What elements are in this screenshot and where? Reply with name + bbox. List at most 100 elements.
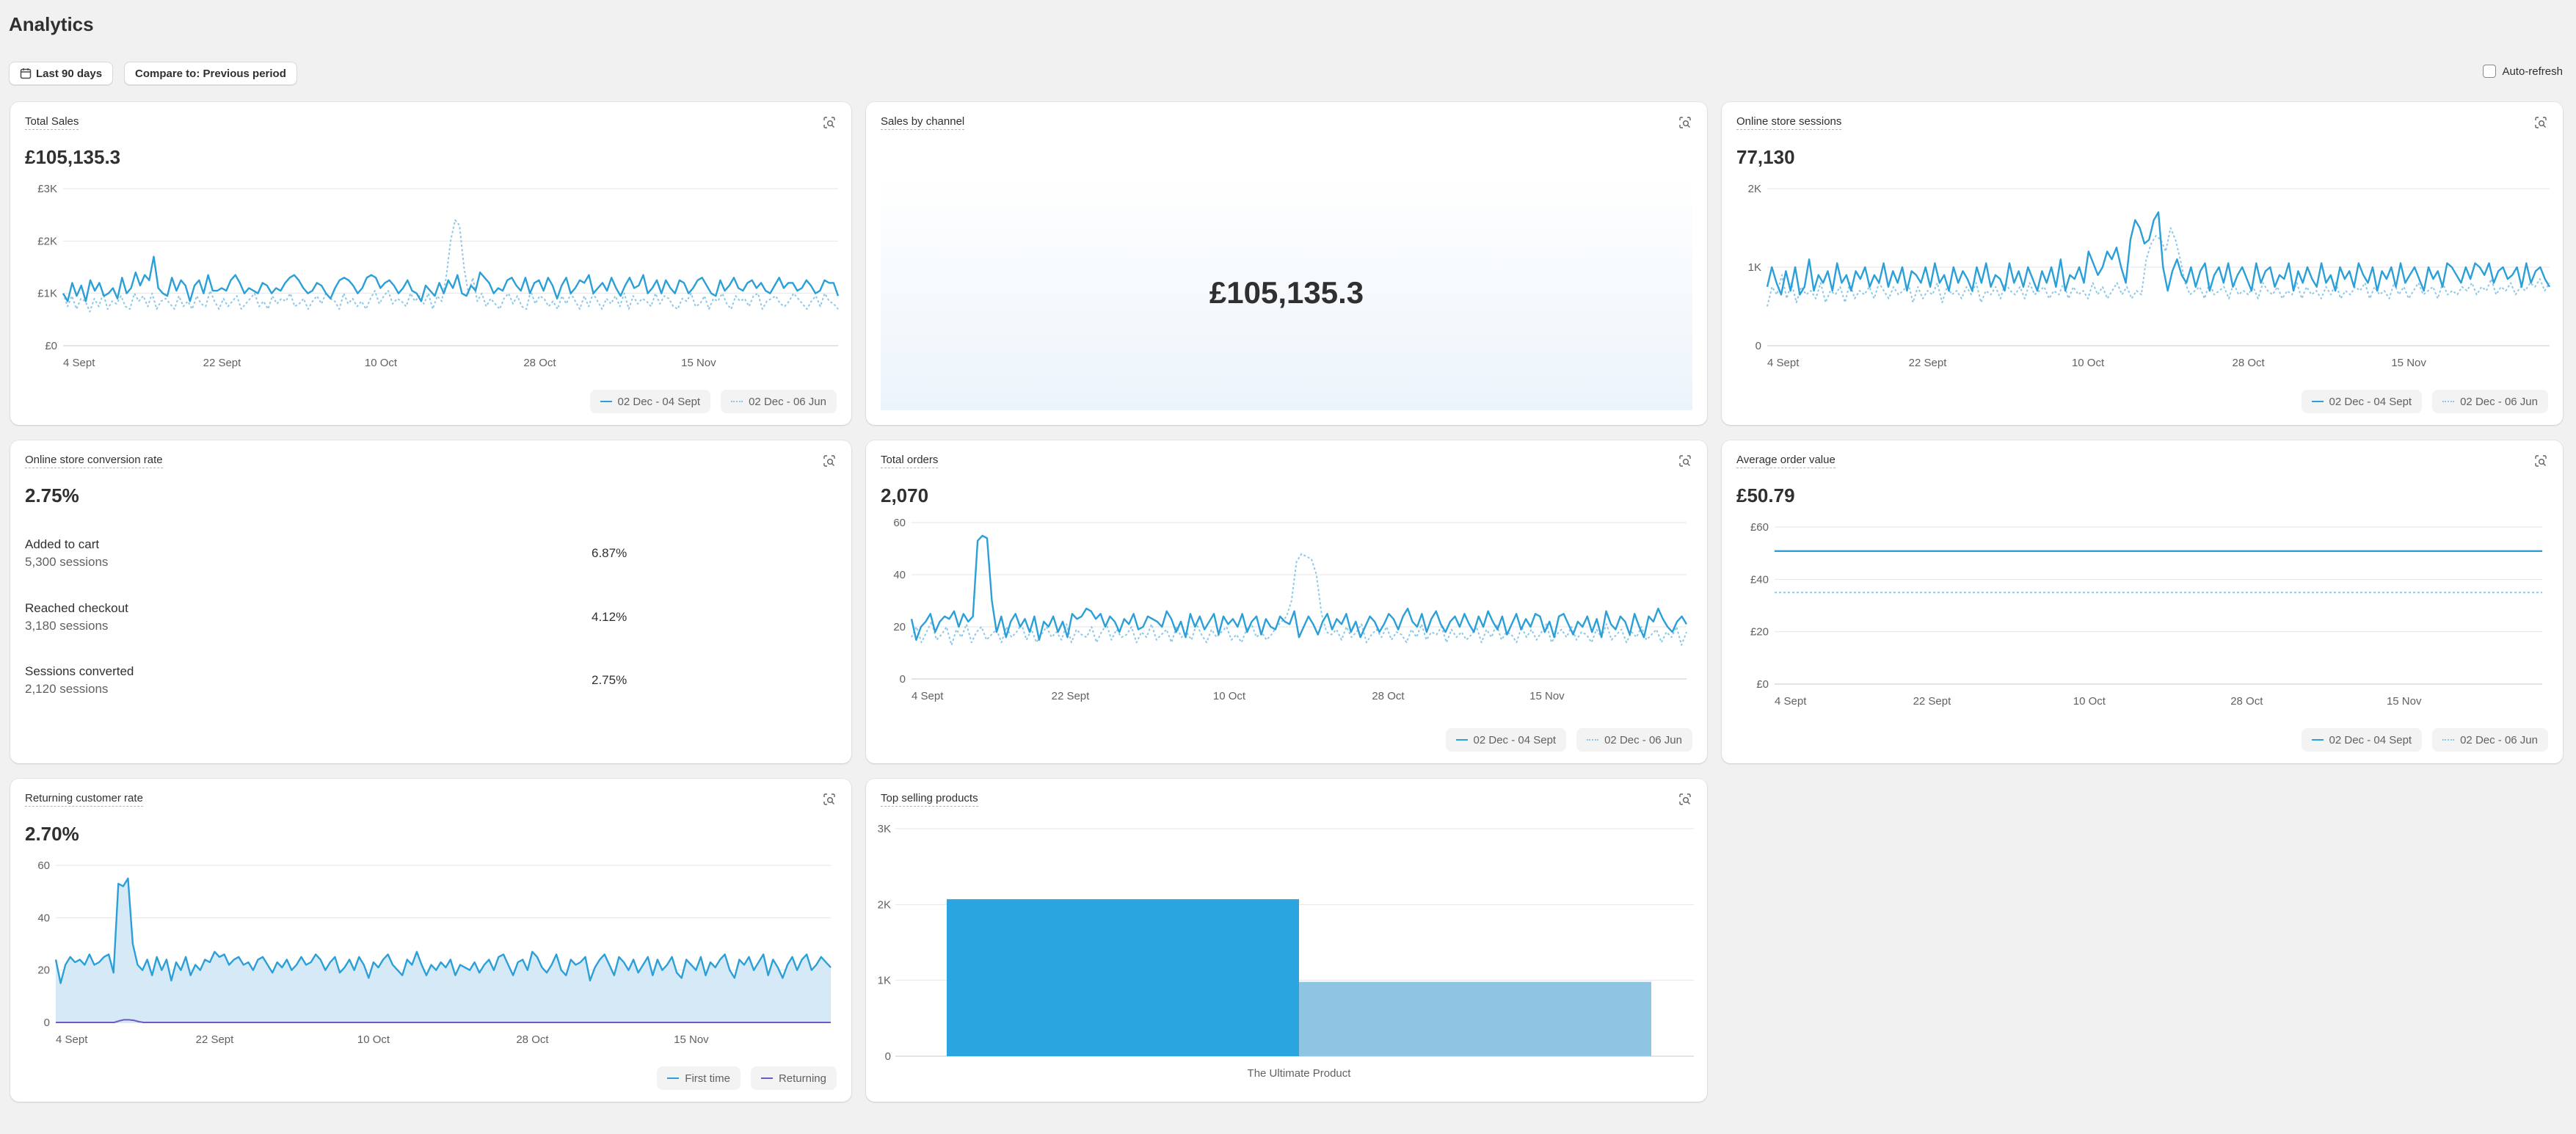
series-line-current — [910, 534, 1688, 641]
conversion-value: 2.75% — [25, 484, 79, 506]
x-tick-label: 10 Oct — [2073, 695, 2106, 708]
card-title[interactable]: Total orders — [881, 454, 939, 468]
zoom-search-icon[interactable] — [2533, 115, 2548, 130]
y-tick-label: £0 — [45, 340, 57, 352]
sessions-value: 77,130 — [1736, 146, 1795, 168]
chart-legend: First time Returning — [657, 1066, 837, 1090]
bar — [1299, 981, 1651, 1056]
series-line-previous — [1767, 227, 2550, 307]
y-tick-label: £20 — [1750, 626, 1769, 639]
auto-refresh-label: Auto-refresh — [2502, 65, 2563, 78]
funnel-label: Sessions converted — [25, 664, 134, 678]
legend-previous[interactable]: 02 Dec - 06 Jun — [2432, 728, 2548, 752]
x-tick-label: 22 Sept — [196, 1033, 235, 1046]
bar — [947, 899, 1299, 1056]
sales-by-channel-panel: £105,135.3 — [881, 175, 1692, 410]
legend-current-label: 02 Dec - 04 Sept — [2329, 733, 2412, 746]
y-tick-label: £60 — [1750, 521, 1769, 534]
sessions-card: Online store sessions 77,130 0 1K 2K 4 Sept… — [1722, 102, 2563, 425]
chart-legend: 02 Dec - 04 Sept 02 Dec - 06 Jun — [1445, 728, 1692, 752]
card-title[interactable]: Average order value — [1736, 454, 1835, 468]
x-tick-label: 22 Sept — [1052, 690, 1091, 702]
aov-chart: £0 £20 £40 £60 4 Sept 22 Sept 10 Oct 28 Oct 15 N… — [1750, 521, 2542, 708]
legend-current[interactable]: 02 Dec - 04 Sept — [1445, 728, 1567, 752]
x-tick-label: 22 Sept — [1909, 357, 1948, 369]
series-area — [56, 878, 831, 1022]
legend-first-time[interactable]: First time — [657, 1066, 741, 1090]
card-title[interactable]: Sales by channel — [881, 115, 965, 130]
card-title[interactable]: Returning customer rate — [25, 792, 143, 807]
zoom-search-icon[interactable] — [1678, 454, 1692, 468]
legend-current-label: 02 Dec - 04 Sept — [617, 395, 701, 408]
y-tick-label: 60 — [37, 859, 50, 872]
x-tick-label: 15 Nov — [681, 357, 716, 369]
page-title: Analytics — [9, 13, 94, 35]
y-tick-label: £40 — [1750, 573, 1769, 586]
x-tick-label: 4 Sept — [1767, 357, 1800, 369]
y-tick-label: £3K — [37, 183, 57, 195]
legend-previous-label: 02 Dec - 06 Jun — [1604, 733, 1682, 746]
funnel-row-reached-checkout: Reached checkout 3,180 sessions 4.12% — [25, 601, 837, 641]
legend-previous[interactable]: 02 Dec - 06 Jun — [1576, 728, 1692, 752]
legend-previous[interactable]: 02 Dec - 06 Jun — [721, 390, 837, 413]
zoom-search-icon[interactable] — [822, 454, 837, 468]
conversion-card: Online store conversion rate 2.75% Added… — [10, 440, 851, 763]
legend-current[interactable]: 02 Dec - 04 Sept — [2301, 390, 2423, 413]
zoom-search-icon[interactable] — [2533, 454, 2548, 468]
funnel-rate: 4.12% — [592, 610, 627, 624]
auto-refresh-toggle[interactable]: Auto-refresh — [2483, 65, 2563, 78]
compare-label: Compare to: Previous period — [135, 67, 286, 80]
card-title[interactable]: Top selling products — [881, 792, 978, 807]
y-tick-label: 40 — [37, 912, 50, 924]
orders-value: 2,070 — [881, 484, 929, 506]
legend-previous-label: 02 Dec - 06 Jun — [2460, 733, 2538, 746]
x-tick-label: 10 Oct — [1213, 690, 1246, 702]
sessions-chart: 0 1K 2K 4 Sept 22 Sept 10 Oct 28 Oct 15 Nov — [1748, 183, 2551, 369]
date-range-label: Last 90 days — [36, 67, 103, 80]
compare-button[interactable]: Compare to: Previous period — [124, 62, 297, 85]
legend-returning[interactable]: Returning — [750, 1066, 837, 1090]
x-tick-label: 4 Sept — [63, 357, 95, 369]
legend-first-time-label: First time — [685, 1072, 730, 1085]
y-tick-label: 0 — [900, 673, 906, 686]
zoom-search-icon[interactable] — [822, 115, 837, 130]
series-line-current — [54, 877, 832, 984]
legend-previous[interactable]: 02 Dec - 06 Jun — [2432, 390, 2548, 413]
series-line-previous — [62, 219, 839, 313]
y-tick-label: 40 — [893, 569, 906, 581]
top-products-card: Top selling products 0 1K 2K 3K The Ultimate… — [866, 779, 1707, 1102]
category-label: The Ultimate Product — [1248, 1067, 1352, 1080]
x-tick-label: 15 Nov — [674, 1033, 709, 1046]
card-title[interactable]: Online store sessions — [1736, 115, 1842, 130]
card-title[interactable]: Total Sales — [25, 115, 79, 130]
x-tick-label: 15 Nov — [2387, 695, 2422, 708]
card-title[interactable]: Online store conversion rate — [25, 454, 163, 468]
legend-previous-label: 02 Dec - 06 Jun — [2460, 395, 2538, 408]
total-sales-value: £105,135.3 — [25, 146, 121, 168]
funnel-row-sessions-converted: Sessions converted 2,120 sessions 2.75% — [25, 664, 837, 704]
y-tick-label: £2K — [37, 235, 57, 247]
legend-current[interactable]: 02 Dec - 04 Sept — [589, 390, 711, 413]
top-products-chart: 0 1K 2K 3K The Ultimate Product — [878, 823, 1694, 1080]
returning-rate-card: Returning customer rate 2.70% 0 20 40 60 4 S… — [10, 779, 851, 1102]
total-sales-card: Total Sales £105,135.3 £0 £1K £2K £3K 4 Sept… — [10, 102, 851, 425]
y-tick-label: 2K — [1748, 183, 1761, 195]
y-tick-label: 1K — [878, 975, 891, 987]
funnel-rate: 6.87% — [592, 546, 627, 560]
x-tick-label: 15 Nov — [1529, 690, 1565, 702]
sales-by-channel-value: £105,135.3 — [1209, 275, 1364, 310]
auto-refresh-checkbox[interactable] — [2483, 65, 2497, 78]
x-tick-label: 15 Nov — [2391, 357, 2426, 369]
legend-current[interactable]: 02 Dec - 04 Sept — [2301, 728, 2423, 752]
y-tick-label: £0 — [1756, 678, 1769, 691]
zoom-search-icon[interactable] — [1678, 792, 1692, 807]
orders-card: Total orders 2,070 0 20 40 60 4 Sept 22 Sept 1… — [866, 440, 1707, 763]
funnel-label: Added to cart — [25, 537, 100, 551]
y-tick-label: 20 — [893, 621, 906, 633]
total-sales-chart: £0 £1K £2K £3K 4 Sept 22 Sept 10 Oct 28 Oct 15 N… — [37, 183, 840, 369]
zoom-search-icon[interactable] — [822, 792, 837, 807]
zoom-search-icon[interactable] — [1678, 115, 1692, 130]
funnel-label: Reached checkout — [25, 601, 128, 615]
date-range-button[interactable]: Last 90 days — [9, 62, 114, 85]
x-tick-label: 28 Oct — [516, 1033, 549, 1046]
